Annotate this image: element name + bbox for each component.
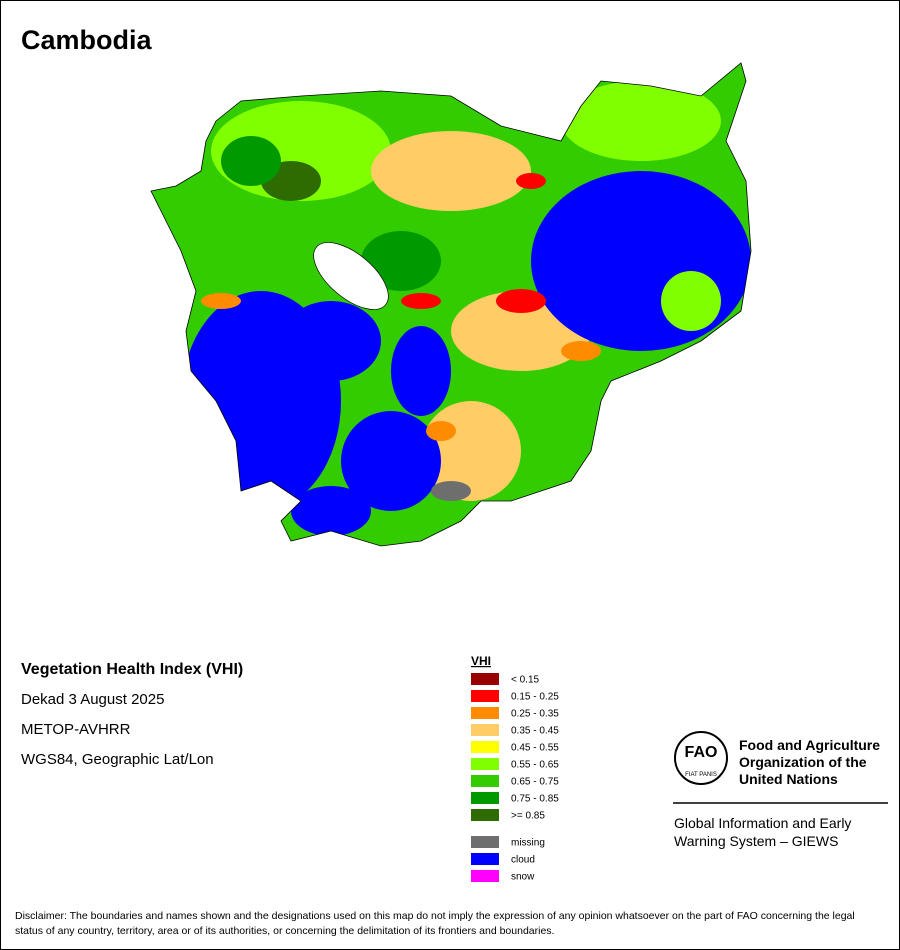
legend-swatch xyxy=(471,792,499,804)
legend-label: snow xyxy=(511,872,535,883)
legend-swatch xyxy=(471,724,499,736)
legend-swatch xyxy=(471,809,499,821)
emblem-text: FAO xyxy=(685,744,718,761)
legend-swatch xyxy=(471,836,499,848)
legend-label: 0.75 - 0.85 xyxy=(511,794,559,805)
disclaimer: Disclaimer: The boundaries and names sho… xyxy=(15,910,855,937)
emblem-ring xyxy=(674,731,728,785)
org-name: Organization of the xyxy=(739,754,867,770)
legend-swatch xyxy=(471,707,499,719)
legend-swatch xyxy=(471,853,499,865)
legend-label: 0.65 - 0.75 xyxy=(511,777,559,788)
legend-label: 0.55 - 0.65 xyxy=(511,760,559,771)
legend-label: cloud xyxy=(511,855,535,866)
legend-title: VHI xyxy=(471,654,491,668)
system-name: Warning System – GIEWS xyxy=(674,833,838,849)
info-line: Vegetation Health Index (VHI) xyxy=(21,661,243,678)
emblem-motto: FIAT PANIS xyxy=(685,772,717,778)
legend-swatch xyxy=(471,758,499,770)
system-name: Global Information and Early xyxy=(674,815,851,831)
legend-swatch xyxy=(471,741,499,753)
legend-label: 0.25 - 0.35 xyxy=(511,709,559,720)
info-line: WGS84, Geographic Lat/Lon xyxy=(21,751,214,768)
vhi-raster xyxy=(151,63,751,546)
map-sheet: Cambodia VHI < 0.15 0.15 - 0.25 0.25 - 0.35… xyxy=(21,25,888,883)
legend-label: 0.35 - 0.45 xyxy=(511,726,559,737)
legend-label: < 0.15 xyxy=(511,675,540,686)
legend-label: >= 0.85 xyxy=(511,811,545,822)
legend-label: 0.15 - 0.25 xyxy=(511,692,559,703)
legend-label: 0.45 - 0.55 xyxy=(511,743,559,754)
map-title: Cambodia xyxy=(21,25,153,55)
fao-logo: FAO FIAT PANIS Food and AgricultureOrgan… xyxy=(673,731,888,849)
legend-swatch xyxy=(471,775,499,787)
legend-swatch xyxy=(471,690,499,702)
legend-swatch xyxy=(471,673,499,685)
info-line: Dekad 3 August 2025 xyxy=(21,691,164,708)
legend-swatch xyxy=(471,870,499,882)
org-name: Food and Agriculture xyxy=(739,737,880,753)
org-name: United Nations xyxy=(739,771,838,787)
legend-label: missing xyxy=(511,838,545,849)
legend: VHI < 0.15 0.15 - 0.25 0.25 - 0.35 0.35 - 0.… xyxy=(471,654,559,883)
info-line: METOP-AVHRR xyxy=(21,721,131,738)
